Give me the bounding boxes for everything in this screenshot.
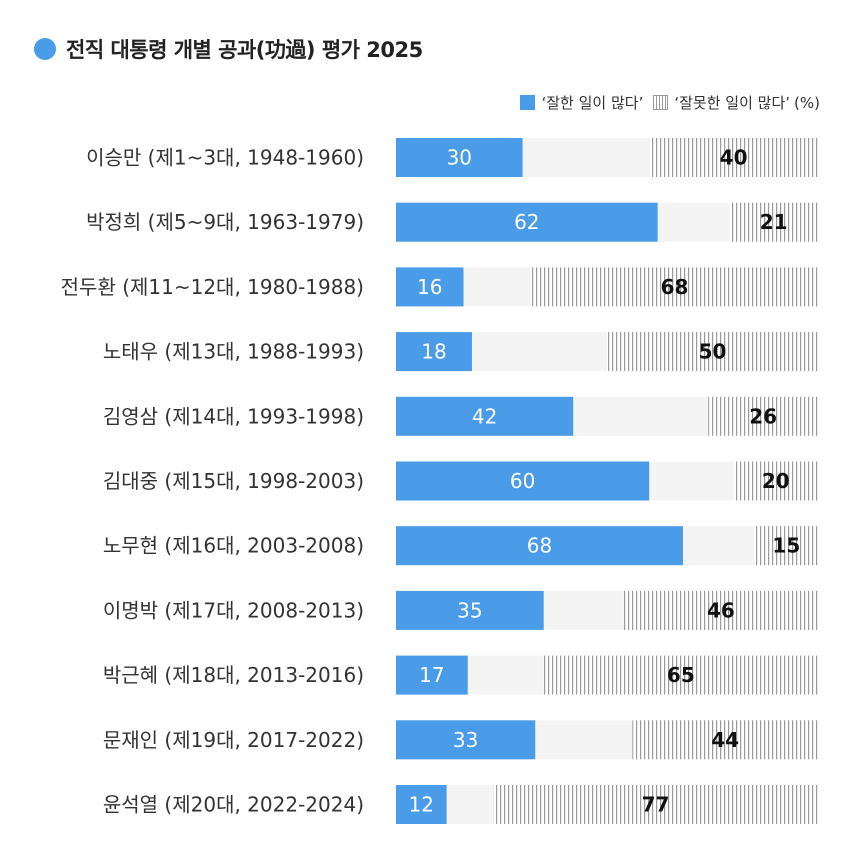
category-label: 박정희 (제5~9대, 1963-1979)	[86, 210, 364, 234]
category-label: 이명박 (제17대, 2008-2013)	[103, 598, 364, 622]
bar-negative	[531, 267, 818, 307]
data-label-positive: 16	[417, 275, 442, 299]
legend: ‘잘한 일이 많다’ ‘잘못한 일이 많다’ (%)	[510, 92, 820, 113]
legend-positive: ‘잘한 일이 많다’	[520, 92, 643, 113]
data-label-positive: 33	[453, 728, 478, 752]
category-label: 김영삼 (제14대, 1993-1998)	[103, 404, 364, 428]
title-bullet-icon	[34, 38, 56, 60]
data-label-negative: 77	[642, 793, 670, 817]
bar-negative	[729, 202, 818, 242]
data-label-negative: 68	[661, 275, 689, 299]
legend-negative-label: ‘잘못한 일이 많다’	[674, 94, 791, 112]
bar-positive	[396, 785, 447, 824]
chart-title: 전직 대통령 개별 공과(功過) 평가 2025	[66, 38, 423, 62]
bar-positive	[396, 655, 468, 695]
bar-positive	[396, 461, 650, 501]
legend-positive-label: ‘잘한 일이 많다’	[541, 94, 644, 112]
bar-positive	[396, 396, 574, 436]
bar-positive	[396, 332, 472, 372]
data-label-negative: 44	[711, 728, 739, 752]
chart-rows: 이승만 (제1~3대, 1948-1960) 30 40 박정희 (제5~9대, 19…	[61, 138, 818, 824]
bar-negative	[733, 461, 818, 501]
data-label-positive: 68	[527, 534, 552, 558]
data-label-negative: 26	[749, 404, 777, 428]
category-label: 노무현 (제16대, 2003-2008)	[103, 534, 364, 558]
data-label-negative: 40	[720, 146, 748, 170]
data-label-positive: 30	[447, 146, 472, 170]
legend-negative: ‘잘못한 일이 많다’	[653, 92, 790, 113]
data-label-positive: 42	[472, 404, 497, 428]
bar-positive	[396, 590, 544, 630]
bar-positive	[396, 720, 536, 760]
category-label: 문재인 (제19대, 2017-2022)	[103, 728, 364, 752]
bar-positive	[396, 526, 683, 566]
bar-negative	[543, 655, 818, 695]
data-label-positive: 62	[514, 210, 539, 234]
data-label-negative: 65	[667, 663, 695, 687]
bar-negative	[623, 590, 818, 630]
bar-positive	[396, 267, 464, 307]
bar-negative	[493, 785, 818, 824]
legend-negative-swatch-icon	[653, 95, 669, 110]
bar-positive	[396, 202, 658, 242]
bar-negative	[632, 720, 818, 760]
category-label: 노태우 (제13대, 1988-1993)	[103, 340, 364, 364]
data-label-negative: 46	[707, 598, 735, 622]
bar-negative	[649, 138, 818, 177]
data-label-positive: 18	[421, 340, 446, 364]
category-label: 윤석열 (제20대, 2022-2024)	[103, 793, 364, 817]
category-label: 전두환 (제11~12대, 1980-1988)	[61, 275, 364, 299]
data-label-negative: 15	[772, 534, 800, 558]
data-label-positive: 12	[409, 793, 434, 817]
data-label-positive: 60	[510, 469, 535, 493]
data-label-negative: 21	[760, 210, 788, 234]
category-label: 박근혜 (제18대, 2013-2016)	[103, 663, 364, 687]
legend-positive-swatch-icon	[520, 95, 536, 110]
data-label-negative: 50	[699, 340, 727, 364]
data-label-positive: 17	[419, 663, 444, 687]
category-label: 이승만 (제1~3대, 1948-1960)	[86, 146, 364, 170]
data-label-positive: 35	[457, 598, 482, 622]
bar-positive	[396, 138, 523, 177]
data-label-negative: 20	[762, 469, 790, 493]
bar-negative	[754, 526, 818, 566]
legend-unit: (%)	[794, 93, 820, 112]
category-label: 김대중 (제15대, 1998-2003)	[103, 469, 364, 493]
chart-title-block: 전직 대통령 개별 공과(功過) 평가 2025	[34, 33, 423, 65]
bar-negative	[708, 396, 818, 436]
bar-negative	[607, 332, 818, 372]
